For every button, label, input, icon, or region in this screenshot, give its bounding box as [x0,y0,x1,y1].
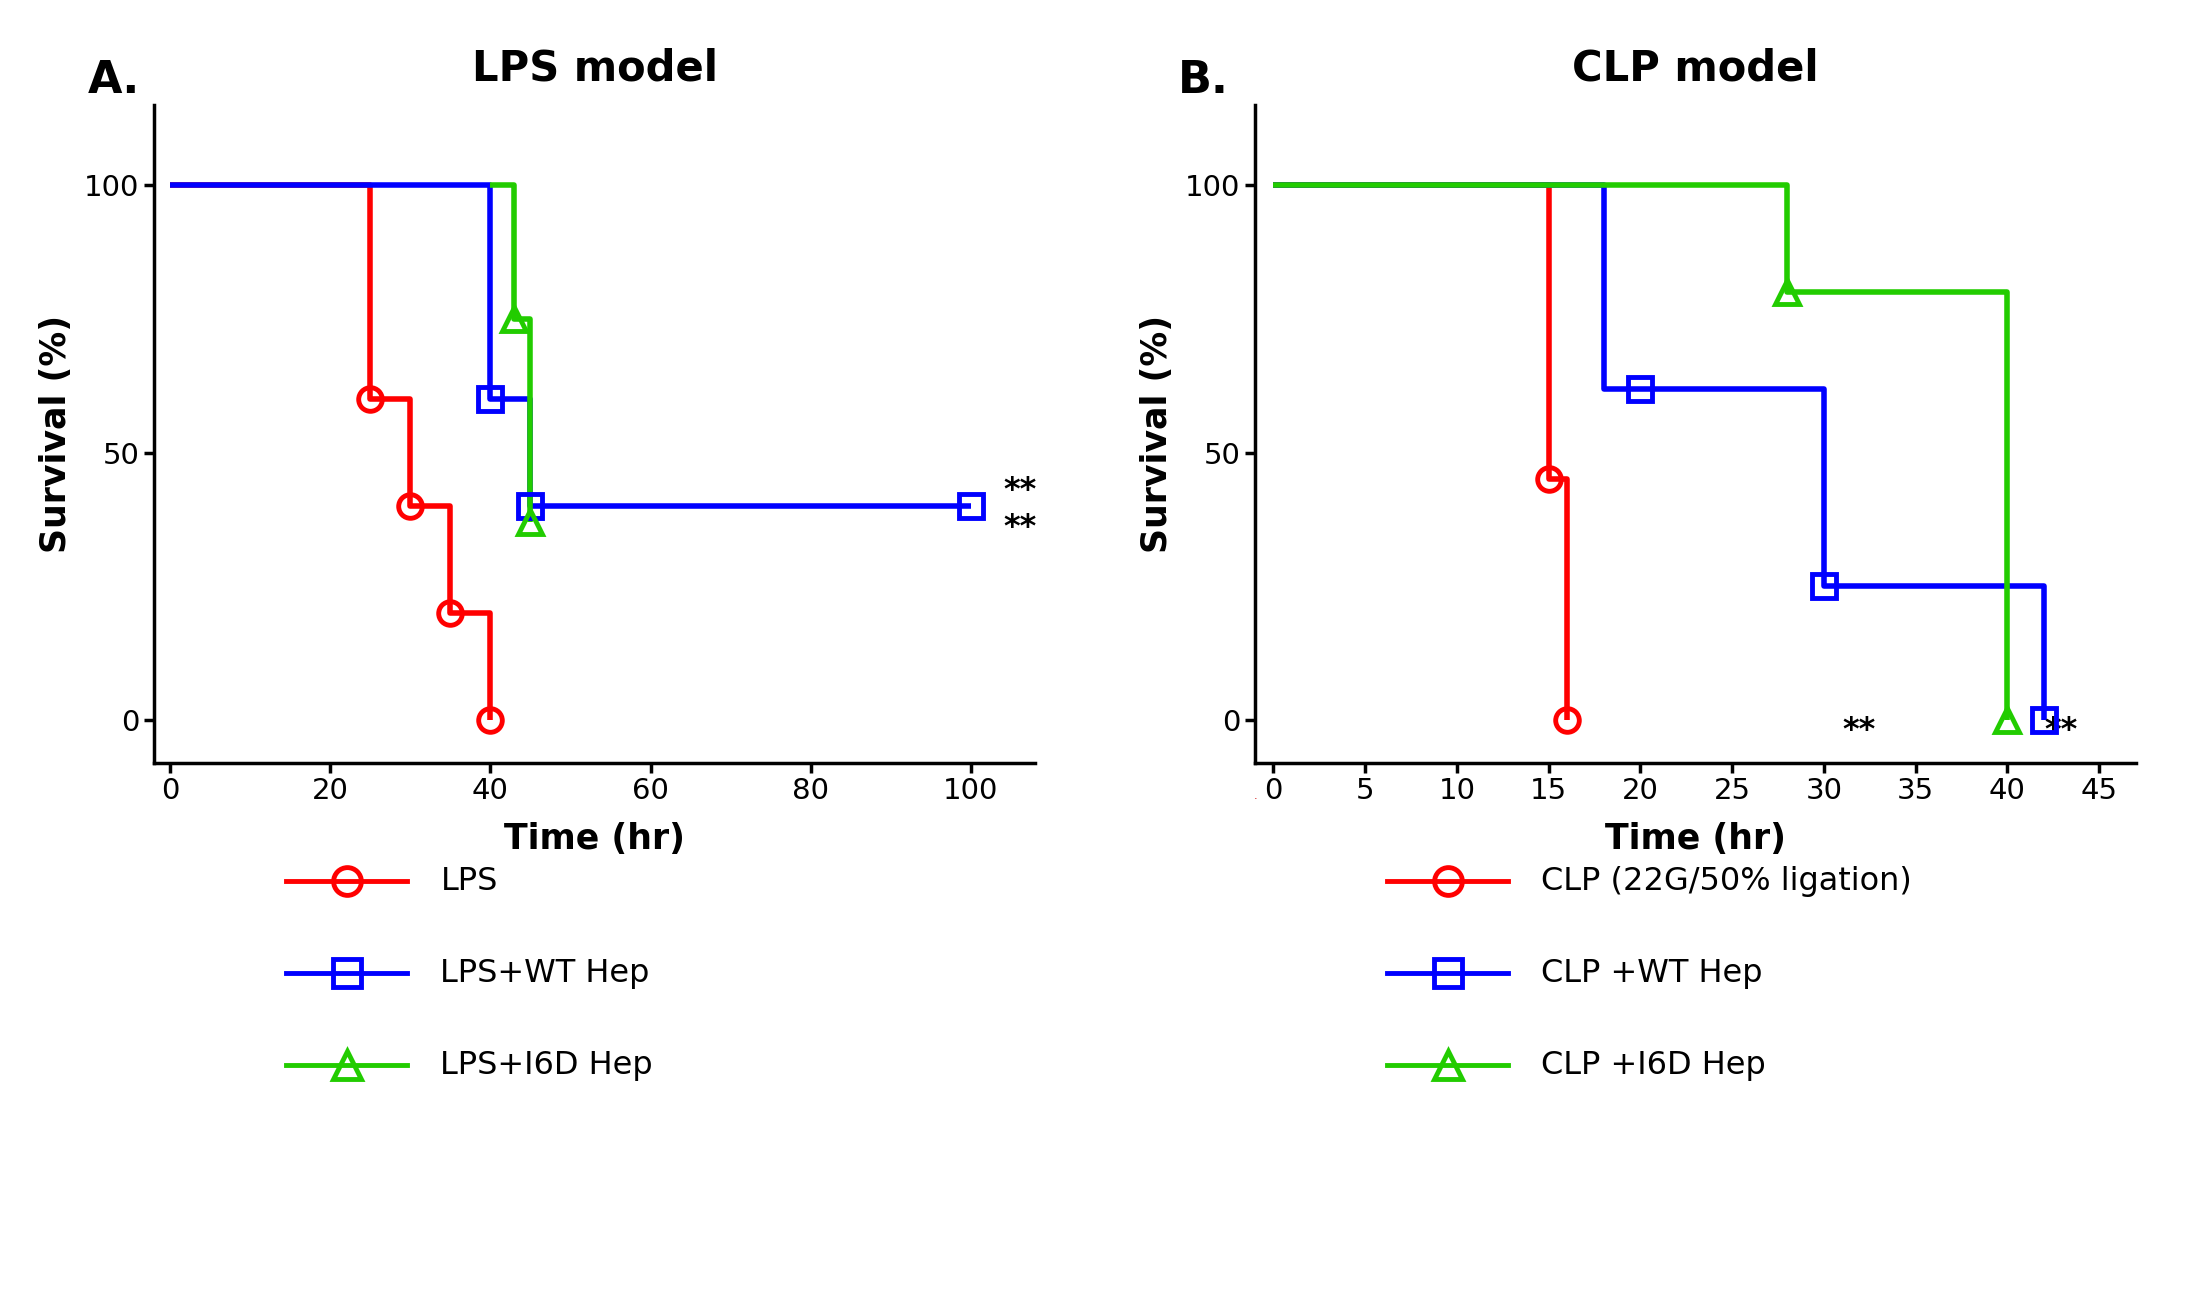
Text: LPS: LPS [440,865,498,897]
Title: LPS model: LPS model [471,47,718,89]
Text: LPS+I6D Hep: LPS+I6D Hep [440,1049,654,1081]
Text: **: ** [2043,715,2076,746]
Text: A.: A. [88,59,141,103]
Text: **: ** [1002,512,1037,543]
Text: **: ** [1843,715,1876,746]
Text: CLP (22G/50% ligation): CLP (22G/50% ligation) [1541,865,1911,897]
Text: CLP +WT Hep: CLP +WT Hep [1541,957,1764,989]
X-axis label: Time (hr): Time (hr) [504,822,685,856]
Y-axis label: Survival (%): Survival (%) [1141,314,1174,554]
Text: CLP +I6D Hep: CLP +I6D Hep [1541,1049,1766,1081]
Title: CLP model: CLP model [1572,47,1819,89]
Text: B.: B. [1178,59,1229,103]
X-axis label: Time (hr): Time (hr) [1605,822,1786,856]
Text: LPS+WT Hep: LPS+WT Hep [440,957,650,989]
Text: **: ** [1002,475,1037,505]
Text: .: . [1253,790,1257,801]
Y-axis label: Survival (%): Survival (%) [40,314,73,554]
